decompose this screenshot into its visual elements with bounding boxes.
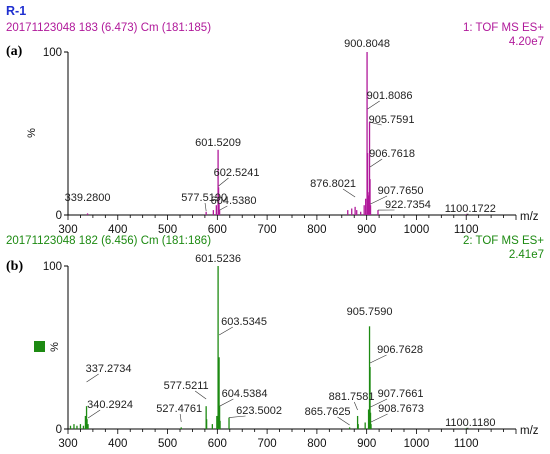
- panel-a-label: (a): [6, 44, 23, 59]
- panel-b-header-left: 20171123048 182 (6.456) Cm (181:186): [6, 235, 211, 247]
- panel-a-axes: 0 100 300 400 500 600 700 800 900 1000 1100: [43, 47, 517, 236]
- panel-a-header-right-2: 4.20e7: [509, 36, 544, 48]
- panel-b-y-tick-label: 100: [43, 261, 62, 273]
- panel-b-peak-label-leader: [179, 413, 182, 423]
- panel-a-peak-label-leader: [218, 177, 229, 187]
- panel-b-peak-label: 604.5384: [222, 388, 268, 400]
- panel-a-annotations: 339.2800 577.5190 601.5209 602.5241 604.5380…: [65, 38, 496, 215]
- panel-b-peak-label-leader: [86, 373, 99, 383]
- panel-b-peak-label: 908.7673: [378, 403, 424, 415]
- panel-a-peak-label-leader: [370, 195, 388, 205]
- panel-a-y-tick-label: 0: [56, 210, 62, 222]
- panel-b-label: (b): [6, 259, 23, 274]
- panel-b-peak-label-leader: [218, 326, 233, 336]
- panel-a-peak-label-leader: [369, 121, 382, 126]
- panel-a-peak-label: 339.2800: [65, 192, 111, 204]
- panel-b-peak-label: 623.5002: [236, 405, 282, 417]
- panel-b-x-tick-label: 600: [208, 438, 227, 450]
- panel-a-peak-label: 577.5190: [181, 192, 227, 204]
- panel-a-x-tick-label: 500: [158, 224, 177, 236]
- panel-b-peak-label: 337.2734: [86, 363, 132, 375]
- panel-b-peak-label-leader: [87, 409, 101, 419]
- panel-a-peak-label: 905.7591: [369, 114, 415, 126]
- panel-b-header-right-1: 2: TOF MS ES+: [463, 235, 544, 247]
- panel-a-x-tick-label: 700: [258, 224, 277, 236]
- panel-b-peak-label: 603.5345: [221, 316, 267, 328]
- panel-b-x-tick-label: 1100: [454, 438, 479, 450]
- panel-a-x-tick-label: 600: [208, 224, 227, 236]
- panel-b-peak-label: 601.5236: [195, 253, 241, 265]
- panel-a-peak-label: 906.7618: [369, 148, 415, 160]
- panel-b-peak-label-leader: [370, 398, 388, 408]
- panel-a-peak-label: 876.8021: [310, 178, 356, 190]
- panel-b-peak-label-leader: [369, 354, 387, 364]
- spectrum-panel-a: 20171123048 183 (6.473) Cm (181:185) 1: …: [6, 22, 544, 236]
- panel-a-x-tick-label: 800: [307, 224, 326, 236]
- panel-b-peak-label-leader: [337, 416, 350, 426]
- panel-b-peak-label: 905.7590: [347, 306, 393, 318]
- panel-a-peak-label: 602.5241: [214, 167, 260, 179]
- panel-b-peak-label-leader: [370, 413, 388, 423]
- panel-b-peak-label: 527.4761: [156, 403, 202, 415]
- panel-a-peak-label-leader: [367, 100, 380, 110]
- panel-a-peak-label-leader: [342, 188, 356, 198]
- panel-b-annotations: 337.2734 340.2924 527.4761 577.5211 601.5236…: [86, 253, 496, 429]
- panel-a-peak-label: 922.7354: [385, 199, 431, 211]
- panel-a-peak-label-leader: [204, 202, 207, 212]
- panel-a-peak-label: 604.5380: [211, 195, 257, 207]
- panel-b-x-tick-label: 400: [108, 438, 127, 450]
- panel-a-peak-label: 900.8048: [344, 38, 390, 50]
- panel-a-peak-label: 1100.1722: [445, 203, 496, 215]
- panel-b-x-tick-label: 900: [357, 438, 376, 450]
- panel-b-peak-label: 907.7661: [378, 388, 424, 400]
- panel-a-x-tick-label: 400: [108, 224, 127, 236]
- panel-a-x-tick-label: 900: [357, 224, 376, 236]
- panel-b-color-marker: [34, 341, 45, 352]
- panel-b-peak-label: 1100.1180: [445, 417, 495, 429]
- panel-a-x-axis-label: m/z: [520, 211, 539, 223]
- panel-b-x-axis-label: m/z: [520, 425, 539, 437]
- panel-b-x-tick-label: 700: [258, 438, 277, 450]
- panel-b-x-tick-label: 800: [307, 438, 326, 450]
- panel-b-x-tick-label: 500: [158, 438, 177, 450]
- panel-b-peak-label-leader: [219, 398, 234, 407]
- panel-a-y-tick-label: 100: [43, 47, 62, 59]
- panel-b-peaks: [69, 266, 467, 429]
- panel-b-y-axis-label: %: [49, 342, 61, 352]
- panel-b-x-tick-label: 300: [58, 438, 77, 450]
- panel-b-peak-label-leader: [354, 401, 358, 411]
- panel-a-peak-label-leader: [219, 205, 228, 211]
- panel-b-peak-label: 340.2924: [87, 399, 133, 411]
- panel-b-peak-label: 865.7625: [305, 406, 351, 418]
- panel-b-axes: 0 100 300 400 500 600 700 800 900 1000 1100: [43, 261, 517, 450]
- figure-title: R-1: [6, 4, 26, 18]
- panel-b-peak-label-leader: [229, 415, 246, 418]
- panel-a-peak-label: 907.7650: [378, 185, 424, 197]
- panel-b-x-tick-label: 1000: [404, 438, 430, 450]
- panel-b-header-right-2: 2.41e7: [509, 249, 544, 261]
- panel-a-header-left: 20171123048 183 (6.473) Cm (181:185): [6, 22, 211, 34]
- panel-b-peak-label: 577.5211: [164, 380, 209, 392]
- panel-a-peaks: [86, 52, 467, 215]
- panel-a-peak-label: 901.8086: [367, 90, 413, 102]
- panel-a-x-tick-label: 1100: [454, 224, 479, 236]
- panel-b-peak-label-leader: [194, 390, 207, 400]
- spectrum-panel-b: 20171123048 182 (6.456) Cm (181:186) 2: …: [6, 235, 544, 450]
- panel-a-x-tick-label: 1000: [404, 224, 430, 236]
- panel-a-header-right-1: 1: TOF MS ES+: [463, 22, 544, 34]
- panel-a-peak-label: 601.5209: [195, 137, 241, 149]
- panel-b-peak-label: 906.7628: [377, 344, 423, 356]
- panel-a-peak-label-leader: [369, 158, 383, 168]
- panel-b-y-tick-label: 0: [56, 424, 62, 436]
- panel-a-x-tick-label: 300: [58, 224, 77, 236]
- panel-a-y-axis-label: %: [26, 128, 38, 138]
- panel-b-peak-label: 881.7581: [329, 391, 375, 403]
